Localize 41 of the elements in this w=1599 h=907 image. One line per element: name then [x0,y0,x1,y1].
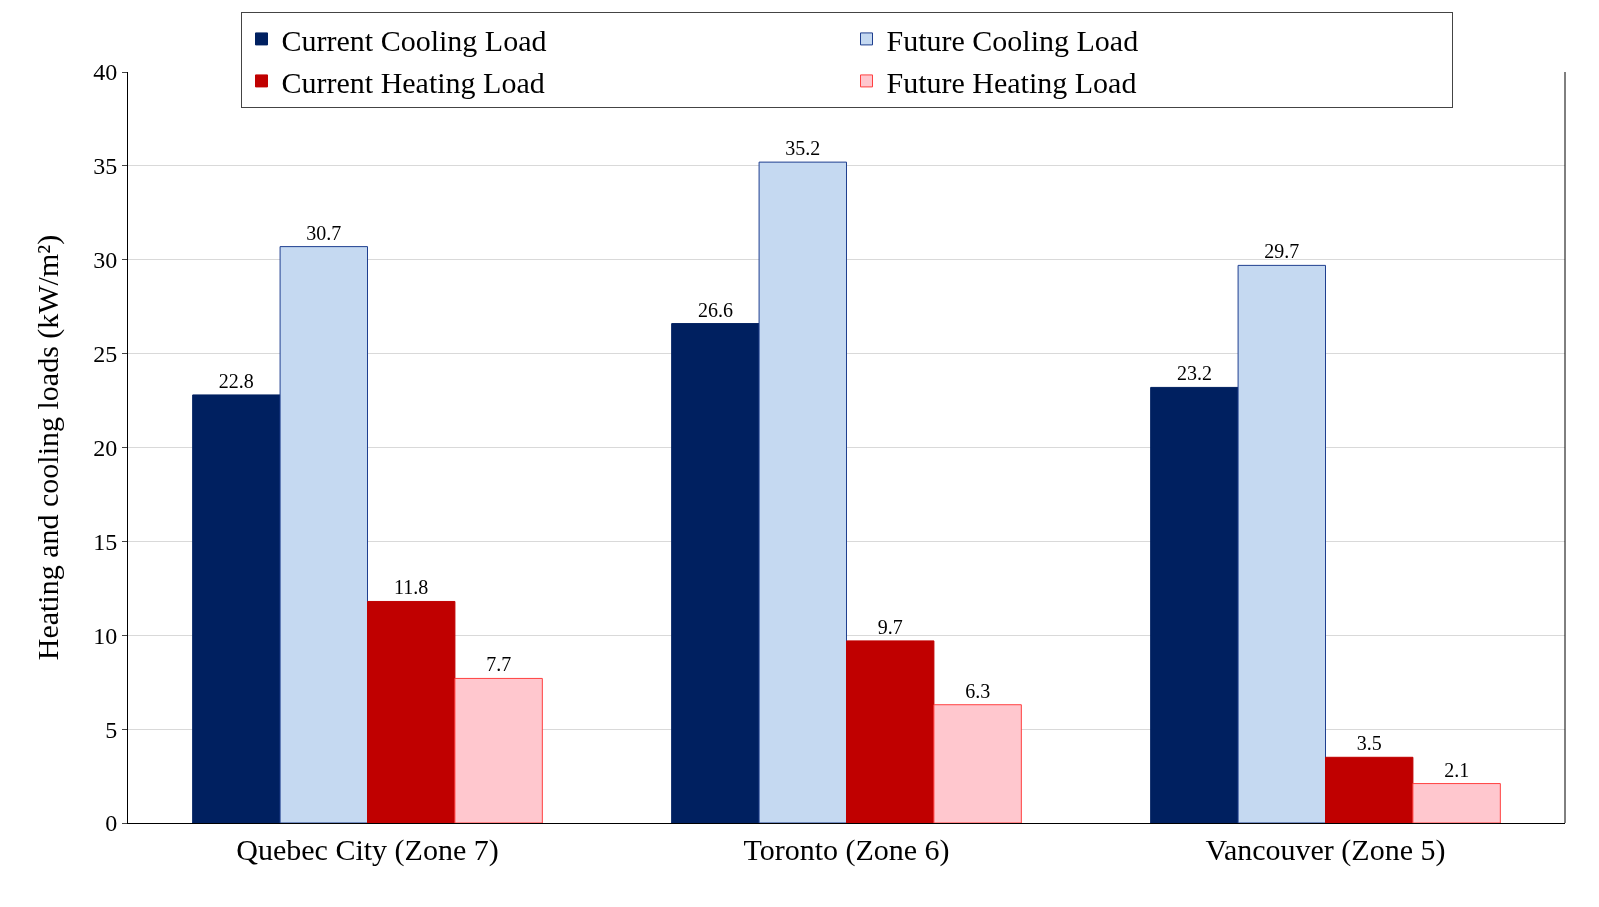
bar [671,323,760,823]
bar [1150,386,1239,823]
y-tick-label: 25 [93,341,118,368]
data-label: 11.8 [394,576,429,599]
y-axis-title: Heating and cooling loads (kW/m²) [31,234,65,661]
bar [454,677,543,823]
y-tick-label: 15 [93,528,118,555]
data-label: 2.1 [1444,758,1470,781]
data-label: 22.8 [218,369,254,392]
data-label: 6.3 [965,679,991,702]
data-label: 9.7 [877,615,903,638]
bar [1412,783,1501,823]
y-tick-label: 10 [93,622,118,649]
bar [1325,756,1414,823]
x-tick-label: Quebec City (Zone 7) [236,833,499,867]
y-tick-label: 5 [105,716,118,743]
bar [279,246,368,823]
legend-label: Future Heating Load [886,65,1137,99]
data-label: 23.2 [1176,362,1212,385]
y-tick-label: 20 [93,434,118,461]
legend-label: Future Cooling Load [886,23,1139,57]
x-tick-label: Vancouver (Zone 5) [1205,833,1446,867]
x-tick-label: Toronto (Zone 6) [743,833,950,867]
bar [758,161,847,823]
data-label: 29.7 [1264,240,1300,263]
data-label: 3.5 [1356,732,1382,755]
legend-label: Current Heating Load [281,65,545,99]
data-label: 7.7 [486,653,512,676]
y-tick-label: 30 [93,247,118,274]
bar [367,600,456,823]
bar [933,704,1022,823]
y-tick-label: 40 [93,59,118,86]
bar [1237,264,1326,823]
data-label: 30.7 [306,221,342,244]
legend-label: Current Cooling Load [281,23,547,57]
data-label: 26.6 [697,298,733,321]
y-tick-label: 35 [93,153,118,180]
bar [846,640,935,823]
y-tick-label: 0 [105,810,118,837]
bar [192,394,281,823]
data-label: 35.2 [785,137,821,160]
